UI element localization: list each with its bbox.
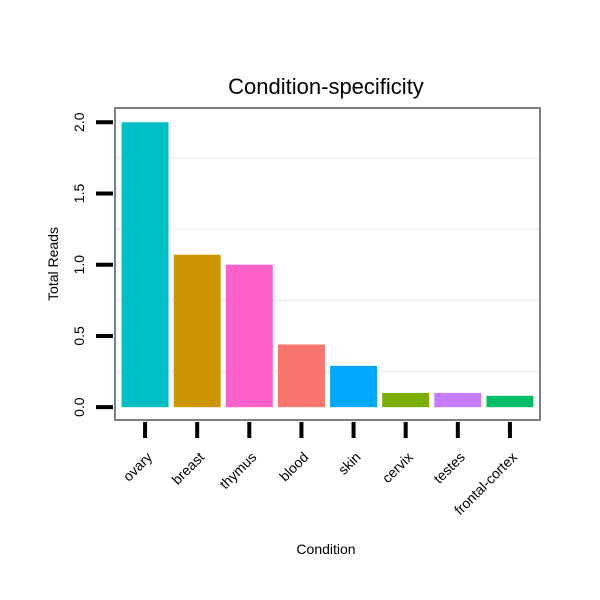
bar-blood: [277, 344, 325, 408]
y-tick-label: 0.5: [71, 326, 87, 346]
chart-title: Condition-specificity: [228, 74, 424, 99]
bar-frontal-cortex: [486, 395, 534, 408]
y-tick-label: 2.0: [71, 112, 87, 132]
y-tick-label: 1.0: [71, 255, 87, 275]
bar-skin: [330, 365, 378, 408]
bar-testes: [434, 392, 482, 408]
y-axis-label: Total Reads: [45, 227, 61, 301]
y-tick-label: 1.5: [71, 184, 87, 204]
y-tick-label: 0.0: [71, 397, 87, 417]
plot-panel-border: [114, 107, 541, 421]
bars: [121, 122, 534, 408]
bar-cervix: [382, 392, 430, 408]
x-axis-label: Condition: [296, 541, 355, 557]
bar-breast: [173, 254, 221, 408]
bar-ovary: [121, 122, 169, 408]
bar-thymus: [225, 264, 273, 408]
y-axis: 0.0 0.5 1.0 1.5 2.0: [71, 112, 113, 417]
